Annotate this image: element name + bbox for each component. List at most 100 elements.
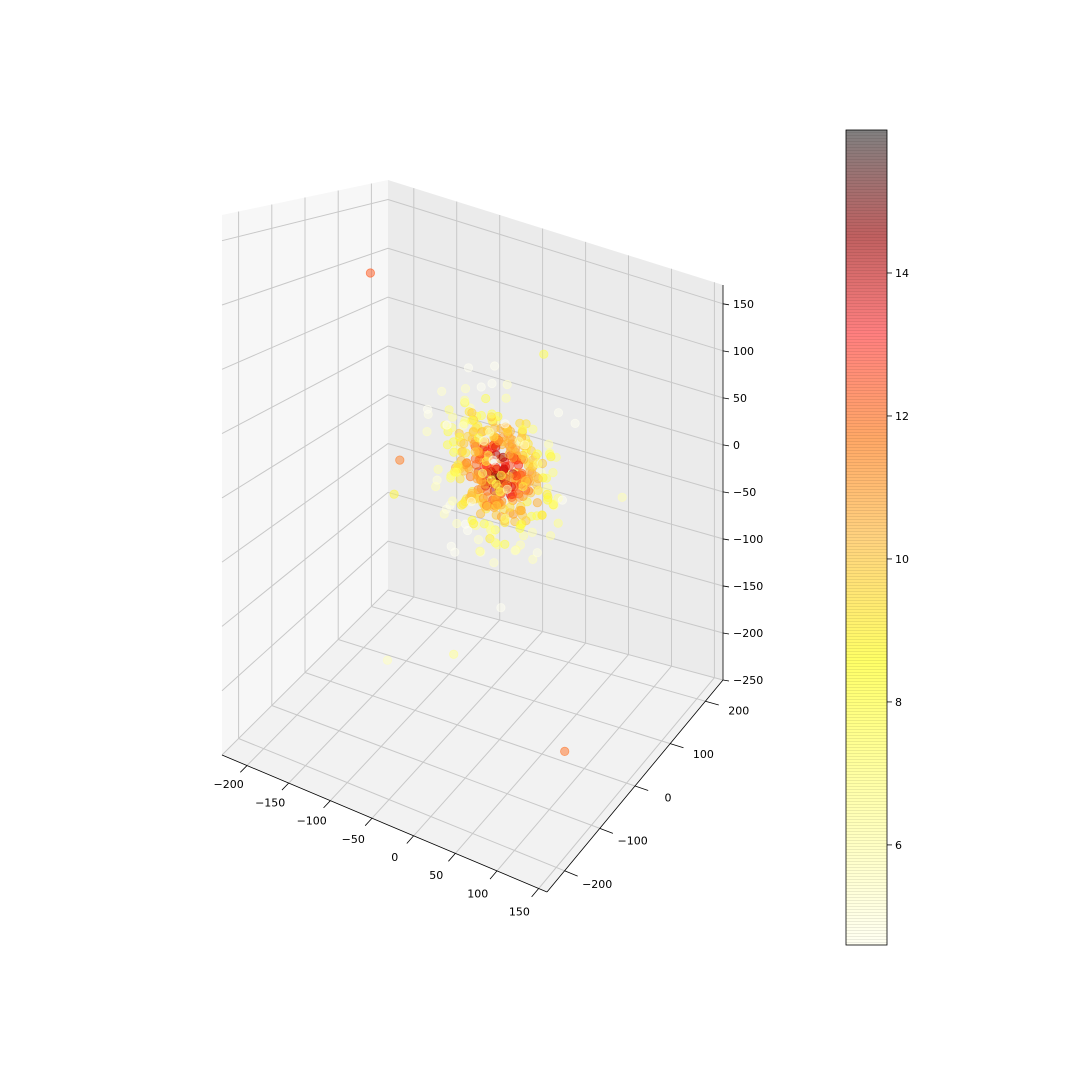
scatter-point [432, 475, 442, 485]
scatter-point [533, 458, 543, 469]
scatter-point [532, 498, 543, 508]
scatter-point [462, 525, 473, 536]
z-tick [722, 585, 730, 588]
scatter-point [518, 450, 528, 460]
scatter-point [487, 378, 497, 389]
scatter-point [442, 440, 453, 450]
scatter-point [466, 496, 476, 507]
scatter-point [395, 455, 405, 465]
z-tick [722, 538, 730, 541]
z-tick [722, 491, 730, 494]
scatter-point [513, 460, 524, 470]
scatter-point [487, 409, 497, 419]
scatter-point [467, 408, 477, 418]
colorbar: 6 8 10 12 14 [845, 129, 909, 946]
scatter-point [450, 547, 460, 557]
scatter-point [548, 467, 558, 478]
scatter-point [491, 479, 501, 489]
scatter-point [491, 464, 502, 474]
z-tick [722, 679, 730, 682]
scatter-point [441, 504, 451, 514]
z-tick [722, 632, 730, 635]
scatter-point [459, 438, 469, 449]
scatter-point [475, 546, 485, 556]
x-axis-line [221, 754, 548, 893]
grid-line-z [221, 198, 724, 305]
scatter-point [560, 746, 570, 757]
scatter-point [501, 393, 511, 403]
z-tick [722, 350, 730, 353]
scatter-point [528, 424, 538, 434]
scatter-point [463, 363, 474, 373]
x-tick [240, 765, 248, 773]
scatter-point [382, 655, 393, 665]
x-tick [489, 870, 498, 880]
scatter-point [515, 470, 525, 480]
grid-line-z [221, 394, 724, 499]
scatter-point [486, 525, 496, 535]
scatter-point [489, 361, 500, 371]
scatter-point [505, 502, 515, 512]
z-tick-label: −250 [733, 674, 763, 687]
scatter-point [458, 421, 468, 431]
x-tick-label: 50 [429, 869, 443, 882]
y-tick [670, 743, 684, 749]
y-tick [705, 700, 719, 706]
colorbar-stripes [846, 130, 887, 945]
scatter-point [546, 452, 556, 462]
z-tick-label: −100 [733, 533, 763, 546]
scatter-point [442, 420, 452, 430]
scatter-point [449, 649, 459, 659]
scatter-point [532, 548, 542, 558]
scatter-point [502, 484, 512, 494]
z-tick [722, 303, 730, 306]
colorbar-tick-label: 14 [895, 267, 909, 280]
colorbar-tick-label: 12 [895, 410, 909, 423]
scatter-point [496, 603, 506, 613]
grid-line-z [221, 296, 724, 399]
y-tick-label: 0 [665, 791, 672, 804]
x-tick [448, 853, 456, 862]
scatter-point [365, 268, 375, 278]
scatter-point [532, 449, 543, 459]
x-tick-label: −200 [214, 778, 244, 791]
scatter-point [553, 408, 564, 418]
scatter-point [437, 386, 447, 396]
scatter-point [473, 534, 484, 545]
scatter-point [500, 539, 510, 549]
z-tick-label: −150 [733, 580, 763, 593]
floor-pane [222, 590, 723, 892]
axes-panes [222, 180, 723, 892]
scatter-point [557, 495, 568, 505]
scatter-point [477, 468, 488, 478]
scatter-point [422, 426, 432, 437]
scatter-point [489, 558, 499, 568]
colorbar-ticks: 6 8 10 12 14 [887, 267, 909, 852]
y-tick-label: −100 [617, 835, 647, 848]
scatter-point [617, 492, 627, 502]
scatter-point [500, 513, 510, 524]
scatter-point [491, 501, 502, 511]
colorbar-tick-label: 10 [895, 553, 909, 566]
axis-ticks: −200 −150 −100 −50 0 50 100 150 −200 −100 0 100 200 −… [214, 298, 764, 919]
x-tick [531, 888, 539, 898]
scatter-point [502, 379, 512, 390]
y-tick [634, 785, 649, 791]
scatter-point [433, 464, 443, 474]
scatter-point [518, 531, 529, 541]
scatter-point [553, 518, 563, 528]
grid-line-z [221, 345, 724, 446]
z-tick-label: 50 [733, 392, 747, 405]
scatter-point [447, 496, 458, 506]
scatter-point [504, 471, 514, 481]
grid-line-z [221, 491, 724, 627]
axes-grid [221, 183, 724, 889]
scatter-point [500, 419, 510, 429]
scatter-point [490, 538, 501, 548]
scatter-point [422, 404, 433, 414]
x-tick-label: −50 [342, 833, 365, 846]
back-pane [388, 180, 723, 680]
x-tick [323, 800, 331, 809]
scatter-point [518, 491, 528, 501]
